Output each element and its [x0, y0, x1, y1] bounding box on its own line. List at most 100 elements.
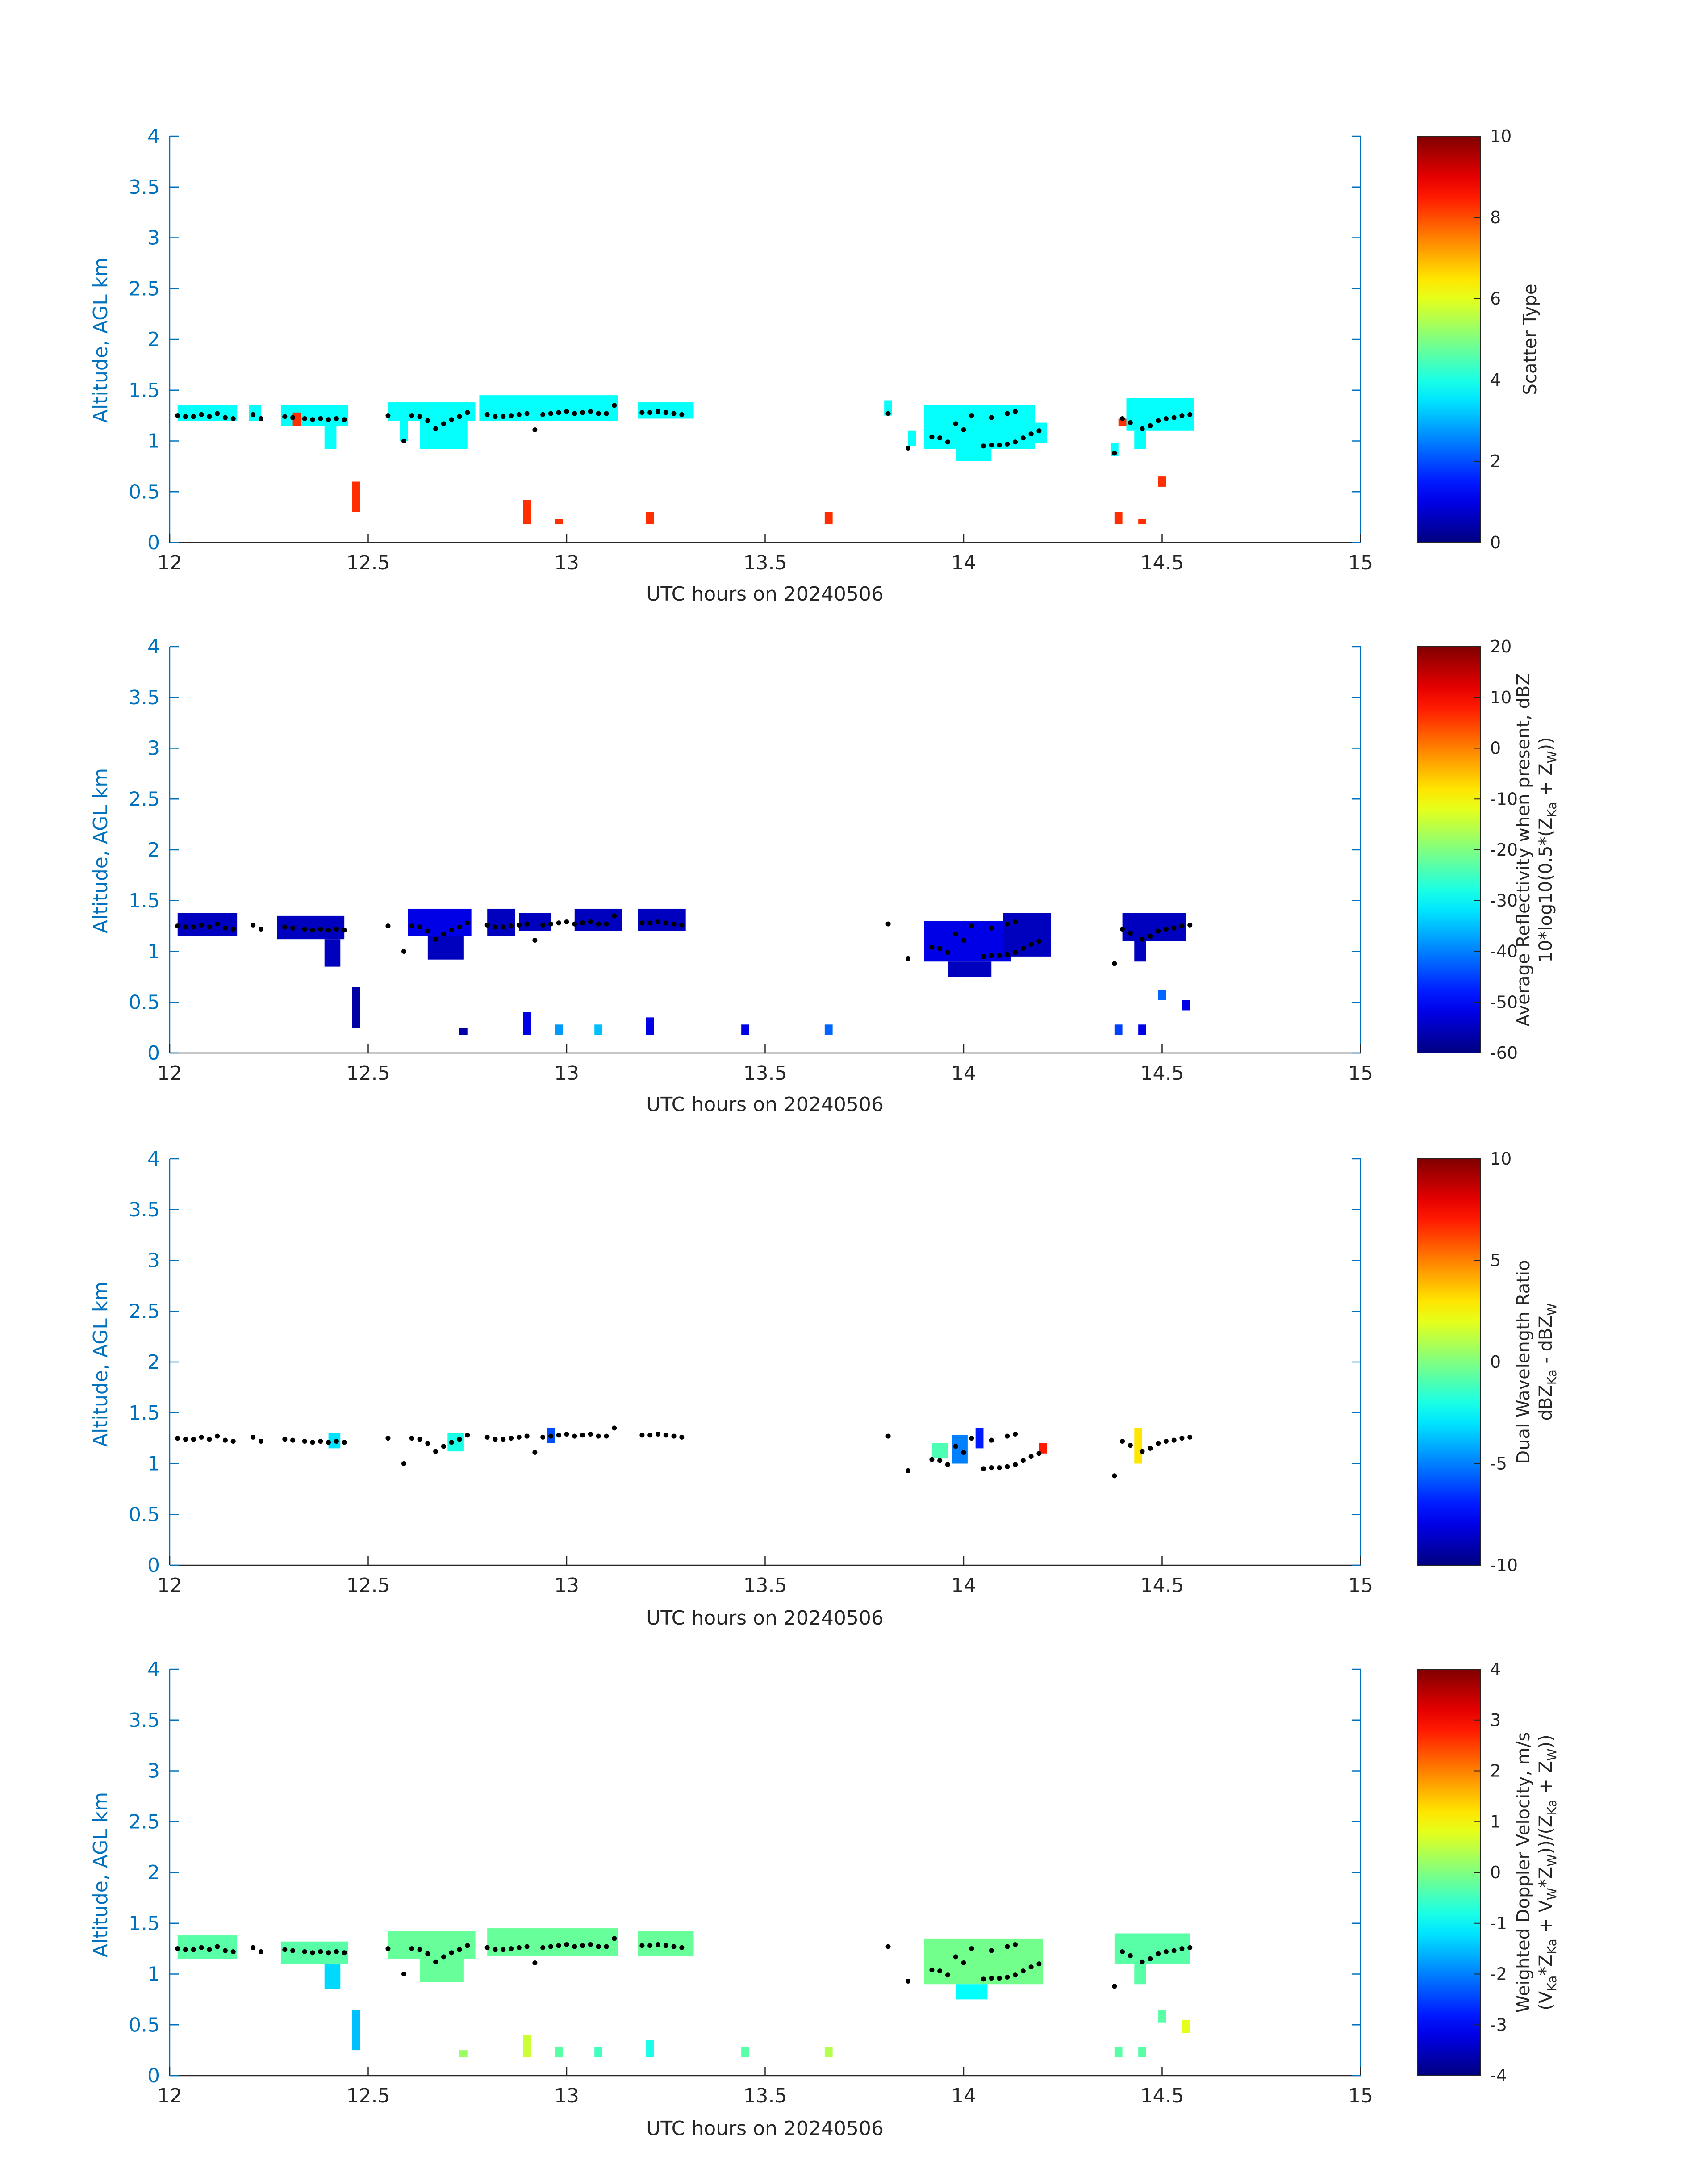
cloud-base-dot	[1148, 1446, 1153, 1451]
cloud-base-dot	[647, 1433, 653, 1438]
cloud-base-dot	[457, 414, 462, 419]
cloud-base-dot	[1020, 1968, 1026, 1974]
x-tick-label: 15	[1348, 2085, 1373, 2107]
cloud-base-dot	[906, 1468, 911, 1473]
cloud-base-dot	[906, 445, 911, 451]
colorbar-label-line-2: dBZKa - dBZW	[1536, 1303, 1559, 1421]
y-tick-label: 1.5	[129, 1402, 160, 1425]
cloud-base-dot	[663, 1433, 668, 1438]
cloud-base-dot	[207, 924, 212, 930]
plot-background	[170, 136, 1361, 543]
cloud-base-dot	[290, 925, 296, 931]
data-cell	[924, 1938, 1043, 1985]
cloud-base-dot	[981, 954, 986, 959]
data-cell	[1122, 913, 1186, 941]
colorbar-tick-label: 0	[1490, 1352, 1501, 1372]
cloud-base-dot	[604, 411, 609, 416]
cloud-base-dot	[409, 923, 414, 929]
x-tick-label: 13	[554, 2085, 579, 2107]
cloud-base-dot	[604, 921, 609, 927]
cloud-base-dot	[1020, 946, 1026, 951]
cloud-base-dot	[961, 1450, 966, 1455]
data-cell	[1158, 476, 1166, 487]
x-tick-label: 14	[951, 2085, 976, 2107]
cloud-base-dot	[509, 413, 514, 418]
cloud-base-dot	[425, 928, 430, 934]
cloud-base-dot	[945, 1462, 950, 1467]
cloud-base-dot	[671, 1944, 677, 1949]
cloud-base-dot	[501, 924, 506, 930]
cloud-base-dot	[433, 936, 438, 942]
cloud-base-dot	[385, 1946, 391, 1951]
cloud-base-dot	[425, 1951, 430, 1956]
data-cell	[388, 1931, 476, 1959]
data-cell	[646, 512, 654, 525]
cloud-base-dot	[997, 1976, 1002, 1981]
data-cell	[280, 405, 349, 426]
cloud-base-dot	[1140, 426, 1145, 431]
colorbar-tick-label: -3	[1490, 2015, 1507, 2035]
colorbar-label-line-2: (VKa*ZKa + VW*ZW))/(ZKa + ZW))	[1536, 1734, 1559, 2010]
y-tick-label: 2.5	[129, 788, 160, 811]
data-cell	[1118, 418, 1127, 426]
cloud-base-dot	[191, 1437, 196, 1442]
cloud-base-dot	[465, 1433, 470, 1438]
y-tick-label: 4	[147, 125, 160, 148]
data-cell	[646, 1017, 654, 1035]
cloud-base-dot	[385, 1436, 391, 1441]
cloud-base-dot	[433, 426, 438, 431]
cloud-base-dot	[417, 1947, 422, 1952]
x-tick-label: 14.5	[1140, 1574, 1184, 1597]
cloud-base-dot	[484, 922, 490, 928]
cloud-base-dot	[290, 1437, 296, 1443]
data-cell	[956, 1984, 988, 2000]
data-cell	[741, 1024, 749, 1035]
data-cell	[352, 987, 360, 1028]
cloud-base-dot	[465, 920, 470, 926]
panel-4-colorbar: -4 -3 -2 -1 0 1 2 3 4 Weighted Doppler Velocity, …	[1417, 1659, 1559, 2085]
cloud-base-dot	[556, 920, 561, 926]
cloud-base-dot	[1005, 1944, 1010, 1949]
cloud-base-dot	[663, 1943, 668, 1948]
cloud-base-dot	[230, 1949, 236, 1954]
colorbar-tick-label: 1	[1490, 1812, 1501, 1831]
cloud-base-dot	[989, 1465, 994, 1471]
cloud-base-dot	[679, 922, 685, 928]
cloud-base-dot	[183, 924, 188, 930]
cloud-base-dot	[937, 1968, 943, 1974]
data-cell	[1134, 430, 1146, 449]
colorbar-label-line-1: Average Reflectivity when present, dBZ	[1513, 673, 1534, 1026]
cloud-base-dot	[989, 953, 994, 958]
cloud-base-dot	[647, 1943, 653, 1948]
colorbar-tick-label: -10	[1490, 1555, 1518, 1575]
cloud-base-dot	[639, 1433, 645, 1438]
cloud-base-dot	[885, 921, 891, 927]
cloud-base-dot	[556, 410, 561, 415]
cloud-base-dot	[449, 928, 454, 933]
cloud-base-dot	[580, 1943, 585, 1948]
y-tick-label: 3	[147, 1249, 160, 1272]
cloud-base-dot	[251, 1945, 256, 1950]
cloud-base-dot	[409, 1436, 414, 1441]
cloud-base-dot	[532, 1450, 538, 1455]
cloud-base-dot	[251, 412, 256, 417]
cloud-base-dot	[548, 1433, 553, 1439]
cloud-base-dot	[425, 1441, 430, 1446]
cloud-base-dot	[1005, 1464, 1010, 1469]
cloud-base-dot	[230, 926, 236, 932]
colorbar-tick-label: -60	[1490, 1043, 1518, 1063]
cloud-base-dot	[524, 921, 530, 927]
cloud-base-dot	[449, 1440, 454, 1445]
y-tick-label: 3	[147, 1760, 160, 1783]
cloud-base-dot	[449, 417, 454, 422]
cloud-base-dot	[318, 926, 323, 932]
colorbar-tick-label: -10	[1490, 789, 1518, 809]
cloud-base-dot	[981, 1976, 986, 1982]
cloud-base-dot	[302, 1438, 307, 1444]
data-cell	[1114, 1024, 1123, 1035]
cloud-base-dot	[997, 953, 1002, 958]
data-cell	[427, 936, 464, 960]
cloud-base-dot	[929, 1967, 935, 1972]
cloud-base-dot	[334, 926, 339, 932]
cloud-base-dot	[532, 937, 538, 943]
